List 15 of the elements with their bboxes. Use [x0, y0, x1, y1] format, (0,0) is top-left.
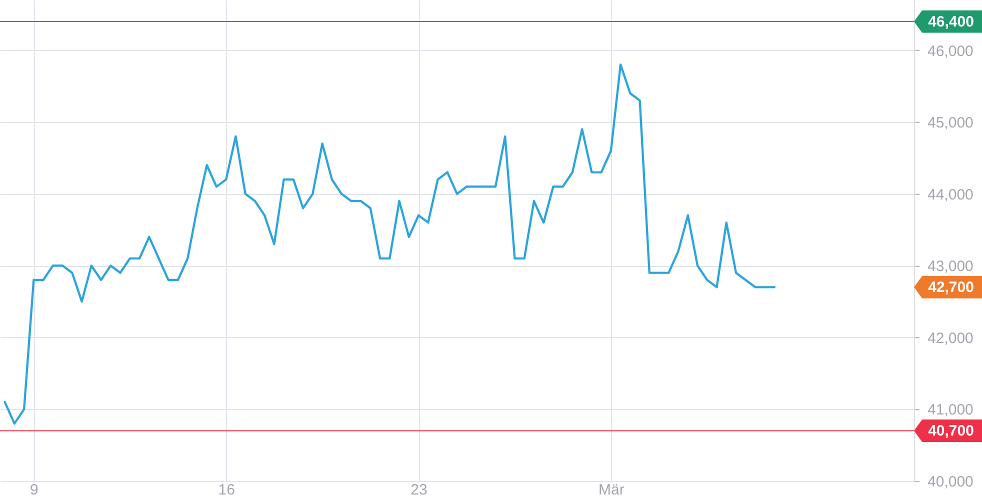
y-tick-label: 41,000	[928, 402, 974, 419]
x-tick-label: 9	[30, 482, 38, 498]
y-tick-label: 40,000	[928, 474, 974, 490]
x-tick-label: 23	[410, 482, 428, 498]
ref-line-label: 40,700	[928, 422, 974, 440]
y-tick-label: 46,000	[928, 42, 974, 60]
y-tick-label: 44,000	[928, 186, 974, 204]
y-tick-label: 42,000	[928, 330, 974, 347]
line-series	[4, 64, 776, 425]
y-tick-label: 43,000	[928, 258, 974, 276]
x-tick-label: Mär	[598, 482, 624, 498]
y-tick-label: 45,000	[928, 114, 974, 132]
x-tick-label: 16	[218, 482, 235, 498]
text: 42,700	[928, 279, 974, 296]
ref-line-label: 46,400	[928, 14, 974, 31]
